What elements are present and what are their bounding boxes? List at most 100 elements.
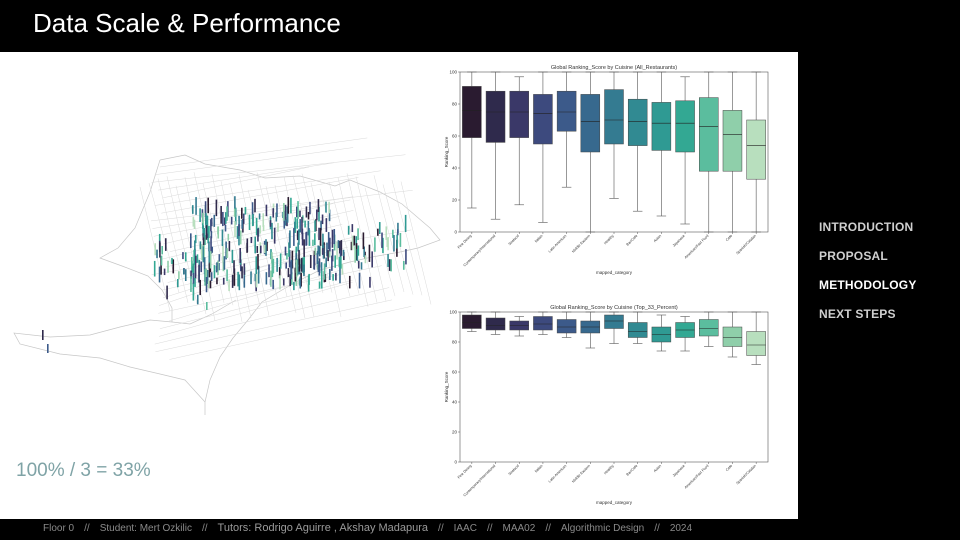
- restaurant-bar: [293, 281, 295, 291]
- restaurant-bar: [255, 272, 258, 288]
- restaurant-bar: [166, 285, 168, 300]
- nav-item-proposal[interactable]: PROPOSAL: [819, 249, 888, 263]
- restaurant-bar: [209, 280, 212, 289]
- restaurant-bar: [224, 224, 227, 232]
- restaurant-bar: [254, 198, 256, 213]
- restaurant-bar: [287, 268, 290, 278]
- footer-program: MAA02: [502, 523, 536, 534]
- restaurant-bar: [279, 275, 281, 290]
- restaurant-bar: [211, 246, 214, 253]
- nav-item-next-steps[interactable]: NEXT STEPS: [819, 307, 896, 321]
- restaurant-bar: [234, 196, 236, 214]
- restaurant-bar: [295, 260, 298, 277]
- restaurant-bar: [262, 225, 265, 232]
- restaurant-bar: [284, 217, 287, 226]
- box-4: [556, 90, 577, 132]
- slide-title: Data Scale & Performance: [33, 8, 341, 38]
- footer-separator: //: [84, 523, 90, 534]
- restaurant-bar: [238, 224, 240, 237]
- restaurant-bar: [265, 204, 268, 217]
- street-line: [158, 265, 382, 314]
- restaurant-bar: [300, 258, 303, 272]
- restaurant-bar: [254, 273, 257, 282]
- restaurant-bar: [42, 330, 44, 340]
- nav-item-methodology[interactable]: METHODOLOGY: [819, 278, 917, 292]
- street-line: [175, 185, 207, 315]
- restaurant-bar: [207, 280, 210, 289]
- x-tick-label: Seafood: [508, 234, 520, 246]
- restaurant-bar: [221, 229, 224, 247]
- restaurant-bar: [202, 233, 205, 241]
- x-tick-label: Middle Eastern: [571, 464, 591, 484]
- restaurant-bar: [317, 199, 320, 213]
- restaurant-bar: [194, 260, 197, 279]
- restaurant-bar: [234, 207, 237, 225]
- box-0: [462, 86, 482, 138]
- restaurant-bar: [228, 279, 230, 292]
- nav-item-introduction[interactable]: INTRODUCTION: [819, 220, 914, 234]
- street-line: [154, 170, 381, 206]
- restaurant-bar: [269, 220, 272, 227]
- restaurant-bar: [322, 244, 324, 255]
- x-tick-label: American/Fast Food: [684, 234, 710, 260]
- y-tick-label: 0: [454, 230, 457, 235]
- restaurant-bar: [47, 344, 49, 353]
- x-tick-label: Asian: [653, 234, 662, 243]
- city-map-3d: [13, 137, 441, 415]
- restaurant-bar: [258, 213, 261, 220]
- street-line: [163, 203, 334, 245]
- street-line: [162, 249, 317, 299]
- restaurant-bar: [239, 230, 242, 245]
- restaurant-bar: [318, 281, 321, 289]
- restaurant-bar: [387, 237, 389, 251]
- restaurant-bar: [339, 266, 341, 284]
- boxplot-top-33-percent: Global Ranking_Score by Cuisine (Top_33_…: [444, 305, 769, 505]
- restaurant-bar: [191, 261, 193, 273]
- restaurant-bar: [223, 256, 226, 270]
- restaurant-bar: [378, 222, 381, 235]
- restaurant-bar: [250, 271, 252, 285]
- street-line: [159, 137, 368, 168]
- restaurant-bar: [182, 252, 184, 260]
- restaurant-bar: [196, 294, 199, 305]
- restaurant-bar: [340, 240, 343, 256]
- restaurant-bar: [323, 263, 326, 280]
- restaurant-bar: [213, 214, 216, 227]
- restaurant-bar: [301, 216, 303, 234]
- y-tick-label: 20: [452, 198, 458, 203]
- box-12: [746, 119, 766, 180]
- y-tick-label: 100: [449, 310, 457, 315]
- restaurant-bar: [217, 260, 219, 276]
- restaurant-bar: [277, 222, 279, 232]
- restaurant-bar: [220, 205, 222, 224]
- restaurant-bar: [192, 272, 195, 284]
- restaurant-bar: [218, 254, 221, 262]
- restaurant-bar: [251, 202, 254, 219]
- x-tick-label: Cafe: [725, 234, 733, 242]
- restaurant-bar: [356, 249, 359, 261]
- restaurant-bar: [296, 218, 299, 229]
- restaurant-bar: [273, 227, 276, 244]
- restaurant-bar: [364, 255, 367, 264]
- x-tick-label: Middle Eastern: [571, 234, 591, 254]
- restaurant-bar: [237, 271, 239, 287]
- restaurant-bar: [254, 236, 257, 254]
- restaurant-bar: [265, 239, 267, 256]
- restaurant-bar: [350, 241, 353, 251]
- restaurant-bar: [309, 255, 312, 269]
- restaurant-bar: [314, 220, 316, 232]
- restaurant-bar: [351, 224, 354, 233]
- restaurant-bar: [208, 263, 211, 278]
- restaurant-bar: [259, 225, 262, 234]
- restaurant-bar: [163, 268, 166, 276]
- restaurant-bar: [307, 211, 310, 220]
- restaurant-bar: [305, 231, 308, 246]
- restaurant-bar: [402, 260, 405, 270]
- restaurant-bar: [191, 205, 194, 214]
- footer: Floor 0 // Student: Mert Ozkilic // Tutors: …: [43, 522, 692, 534]
- restaurant-bar: [210, 217, 213, 227]
- restaurant-bar: [382, 237, 384, 254]
- restaurant-bar: [288, 242, 290, 257]
- restaurant-bar: [203, 245, 206, 263]
- street-line: [159, 279, 353, 329]
